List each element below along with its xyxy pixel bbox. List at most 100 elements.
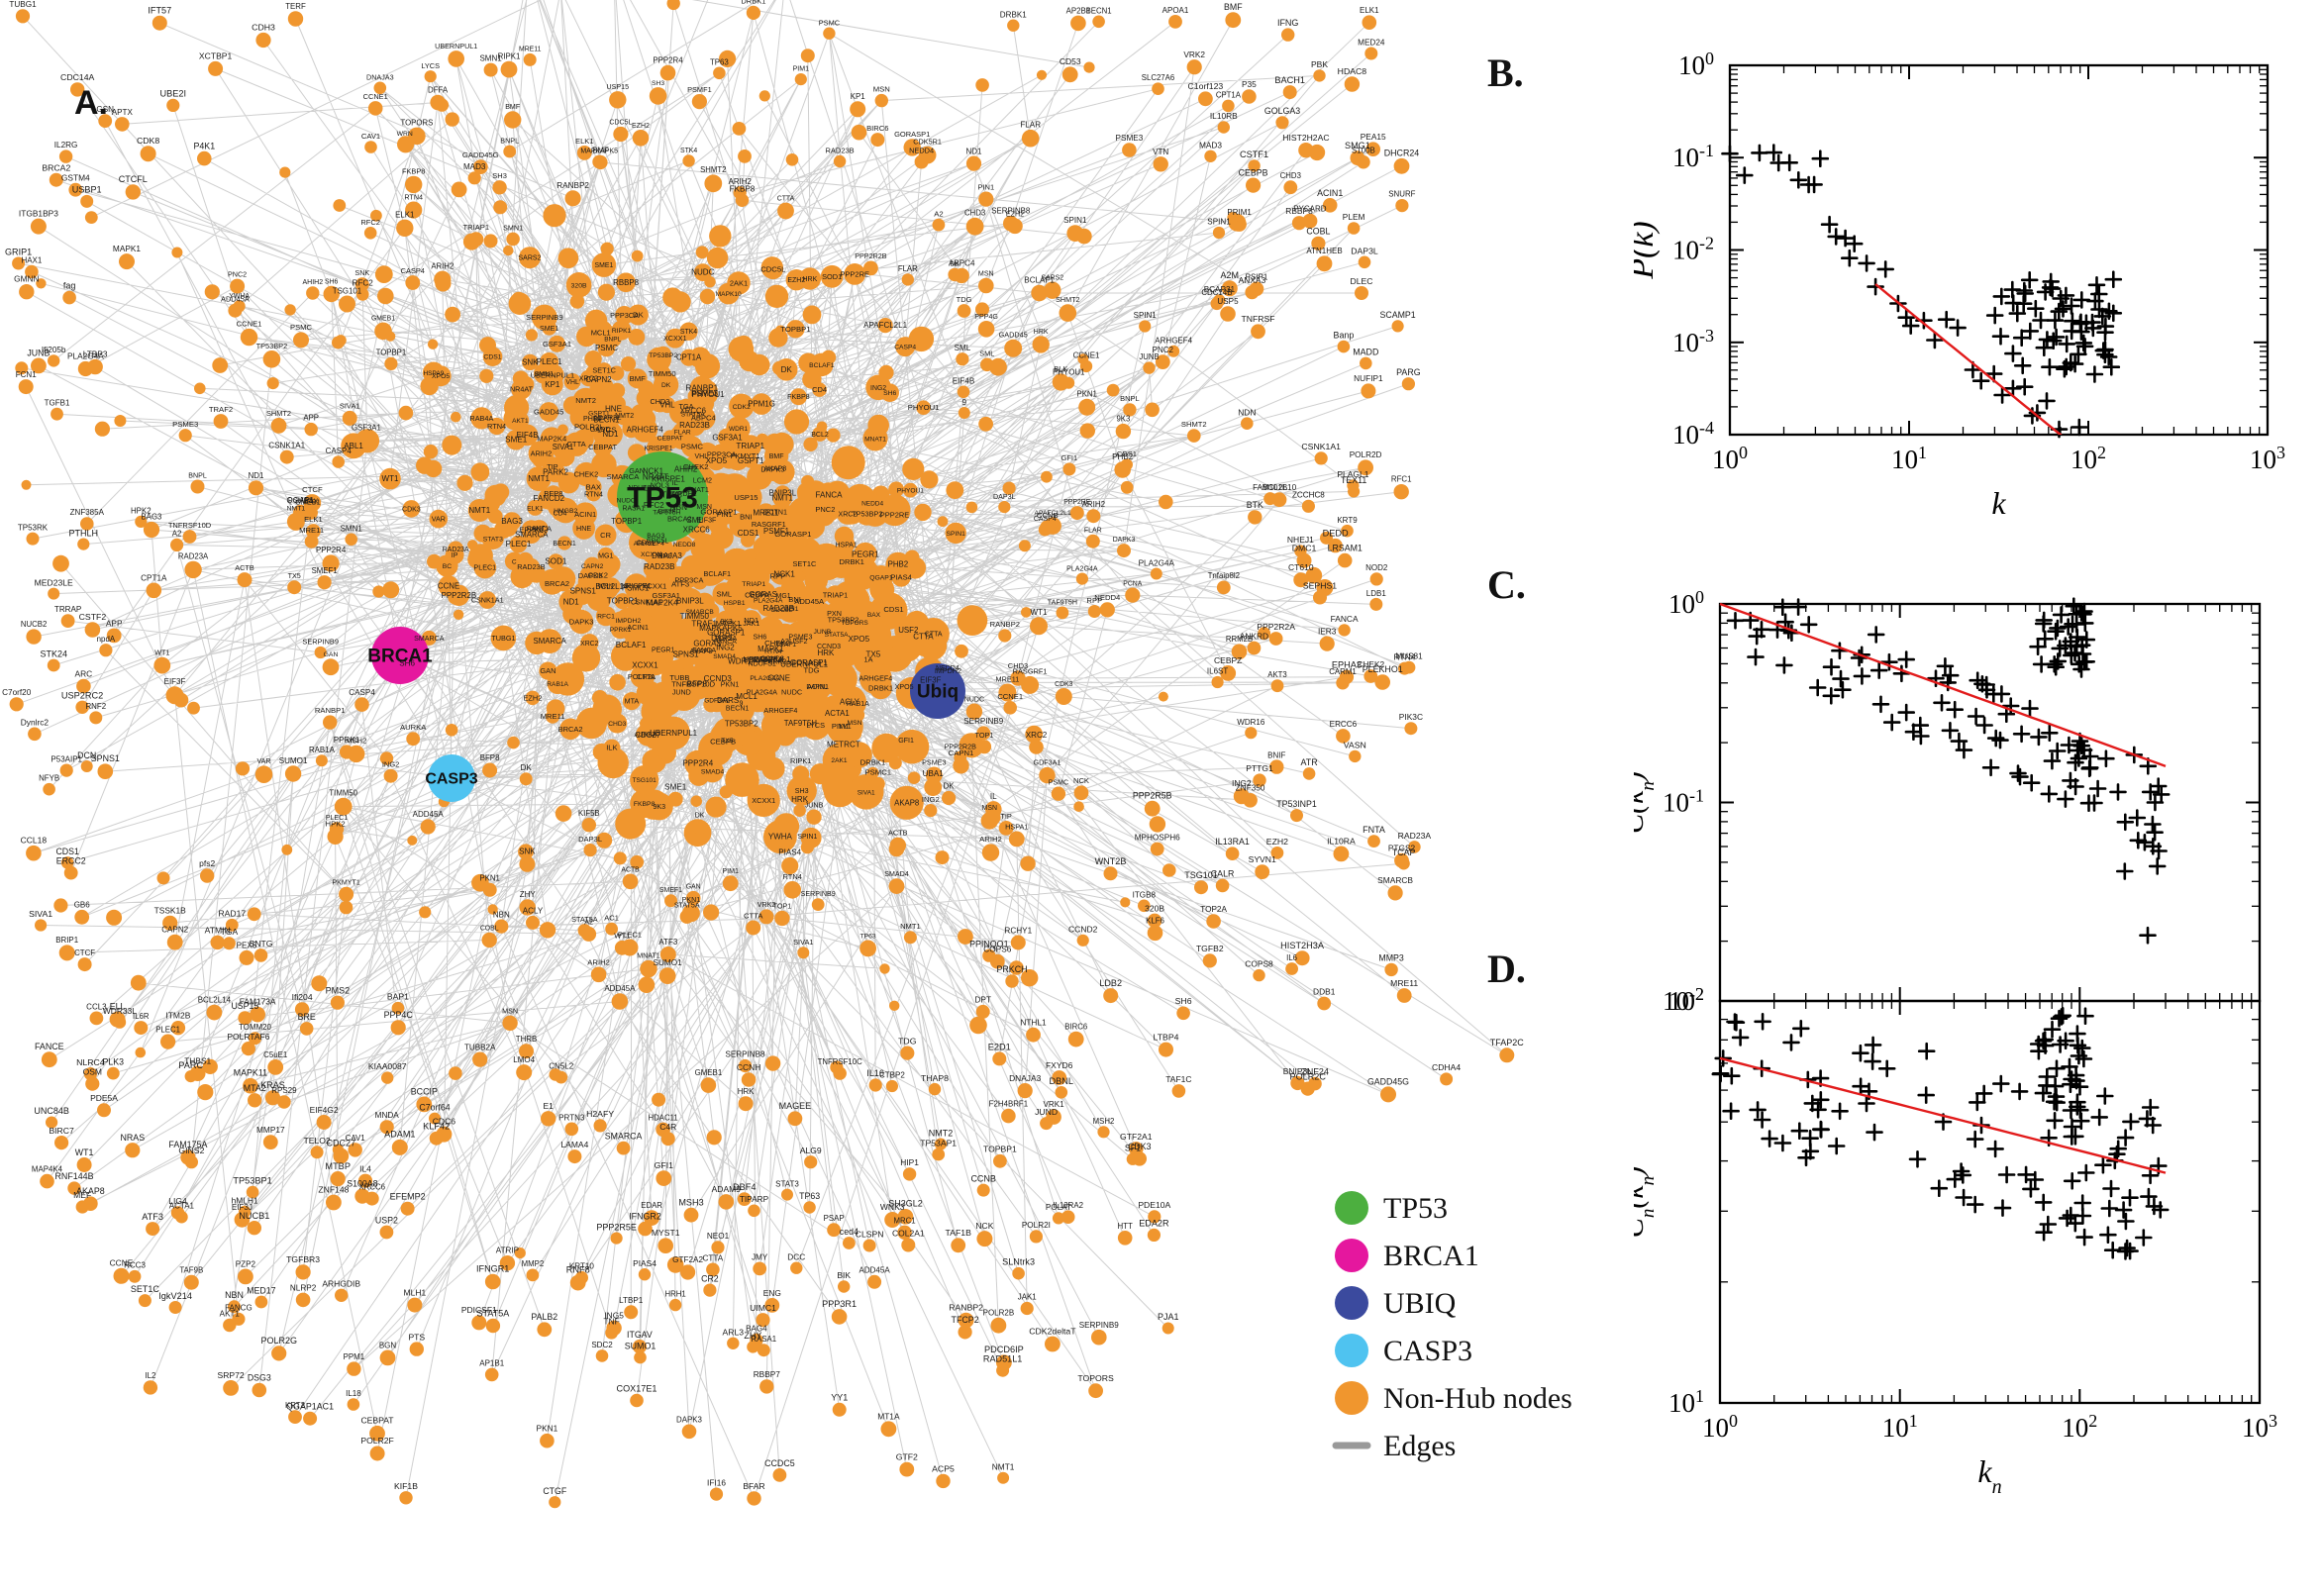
svg-text:SMARCB: SMARCB — [1377, 875, 1413, 885]
svg-text:ADAM1: ADAM1 — [384, 1130, 415, 1140]
svg-text:STK24: STK24 — [40, 648, 67, 658]
svg-text:SHMT2: SHMT2 — [1056, 295, 1079, 304]
svg-text:EIF4G2: EIF4G2 — [310, 1105, 339, 1115]
svg-text:103: 103 — [2242, 1411, 2277, 1443]
svg-text:CDS1: CDS1 — [637, 541, 656, 548]
svg-text:TP53BP2: TP53BP2 — [852, 509, 882, 518]
svg-text:ACTB: ACTB — [235, 563, 254, 572]
svg-text:WDR16: WDR16 — [1237, 718, 1265, 727]
svg-text:ITGB8: ITGB8 — [1133, 890, 1157, 899]
svg-text:IL6: IL6 — [1286, 953, 1297, 962]
svg-text:CTTA: CTTA — [777, 195, 795, 202]
svg-text:JUND: JUND — [1035, 1107, 1058, 1117]
svg-text:AKAP8: AKAP8 — [894, 798, 919, 807]
svg-text:SMN1: SMN1 — [535, 371, 555, 378]
svg-text:EDAR: EDAR — [641, 1201, 662, 1210]
svg-text:WT1: WT1 — [75, 1147, 94, 1157]
svg-text:RAD17: RAD17 — [218, 909, 246, 919]
svg-text:TOPORS: TOPORS — [841, 620, 868, 627]
svg-text:CCNE: CCNE — [768, 673, 790, 682]
svg-text:TGFB2: TGFB2 — [1196, 944, 1224, 953]
svg-text:RPP: RPP — [770, 571, 786, 580]
svg-text:RANBP1: RANBP1 — [315, 706, 346, 715]
svg-text:CCL18: CCL18 — [21, 836, 48, 846]
svg-text:IL10RA: IL10RA — [1327, 836, 1356, 846]
svg-text:CCNE1: CCNE1 — [1073, 351, 1100, 360]
svg-text:C7orf20: C7orf20 — [2, 688, 32, 697]
svg-text:XRC2: XRC2 — [1026, 731, 1048, 740]
svg-text:A2: A2 — [172, 530, 182, 539]
svg-text:AC1: AC1 — [604, 914, 619, 923]
svg-text:ELK1: ELK1 — [527, 505, 544, 512]
svg-text:PLA2G4A: PLA2G4A — [747, 689, 777, 696]
svg-text:PPP2R4: PPP2R4 — [316, 546, 347, 554]
svg-text:PALB2: PALB2 — [531, 1312, 557, 1322]
svg-text:BIRC7: BIRC7 — [49, 1126, 74, 1136]
svg-text:TIMM50: TIMM50 — [329, 789, 357, 798]
svg-text:CDHA4: CDHA4 — [1432, 1062, 1461, 1072]
svg-text:CSNK1A1: CSNK1A1 — [1301, 442, 1341, 451]
svg-text:GSF3A1: GSF3A1 — [543, 340, 571, 349]
svg-text:ERCC2: ERCC2 — [56, 856, 86, 866]
svg-text:CDS1: CDS1 — [738, 529, 759, 538]
svg-text:PHB2: PHB2 — [888, 560, 909, 569]
svg-text:PEX5: PEX5 — [237, 942, 257, 950]
svg-text:RTN4: RTN4 — [782, 872, 801, 881]
svg-text:MNDA: MNDA — [375, 1111, 400, 1120]
svg-text:ITM2B: ITM2B — [165, 1011, 190, 1021]
svg-text:SMN1: SMN1 — [479, 53, 502, 62]
svg-text:KIAA0087: KIAA0087 — [368, 1061, 407, 1071]
svg-text:CTTA: CTTA — [913, 632, 934, 641]
svg-text:LMO4: LMO4 — [513, 1055, 535, 1064]
svg-text:TDG: TDG — [957, 295, 972, 304]
svg-text:ND1: ND1 — [249, 471, 264, 480]
svg-text:ACP5: ACP5 — [932, 1464, 955, 1474]
svg-text:9K3: 9K3 — [1116, 415, 1130, 424]
svg-text:NLRC4: NLRC4 — [76, 1057, 105, 1067]
svg-text:TP63: TP63 — [710, 57, 729, 66]
svg-text:TIPARP: TIPARP — [740, 1194, 769, 1204]
svg-text:DAPK3: DAPK3 — [569, 618, 594, 627]
svg-text:CAPN2: CAPN2 — [161, 926, 188, 935]
svg-text:CTGF: CTGF — [543, 1486, 567, 1496]
svg-text:PLEKHO1: PLEKHO1 — [1363, 664, 1403, 674]
svg-text:UBIQ: UBIQ — [1383, 1287, 1457, 1320]
svg-text:STAT3: STAT3 — [775, 1179, 799, 1188]
svg-text:YY1: YY1 — [831, 1393, 848, 1403]
svg-text:IER3: IER3 — [1318, 626, 1337, 636]
svg-text:CHD3: CHD3 — [1008, 661, 1028, 670]
svg-text:STAT3: STAT3 — [483, 536, 503, 543]
svg-text:TOMM20: TOMM20 — [239, 1023, 271, 1032]
svg-text:TP53BP1: TP53BP1 — [233, 1176, 271, 1186]
svg-text:100: 100 — [1668, 587, 1704, 619]
svg-text:CHD3: CHD3 — [650, 397, 669, 406]
svg-text:CDK2deltaT: CDK2deltaT — [1029, 1326, 1076, 1336]
svg-text:TRIAP1: TRIAP1 — [742, 581, 765, 588]
svg-text:BNIP3L: BNIP3L — [769, 489, 797, 498]
svg-text:NMT1: NMT1 — [287, 506, 306, 513]
svg-text:C(kn): C(kn) — [1634, 771, 1659, 834]
svg-text:JAK1: JAK1 — [1018, 1293, 1037, 1302]
svg-text:PKMYT1: PKMYT1 — [332, 879, 359, 887]
svg-text:WT1: WT1 — [154, 648, 169, 657]
svg-text:CPT1A: CPT1A — [676, 353, 702, 362]
svg-text:TUBG1: TUBG1 — [491, 634, 515, 643]
svg-text:FLAR: FLAR — [898, 264, 918, 273]
svg-text:E2D1: E2D1 — [988, 1042, 1011, 1051]
svg-text:SUMO1: SUMO1 — [625, 1342, 656, 1351]
svg-text:RAD51L1: RAD51L1 — [983, 1354, 1022, 1364]
svg-text:PLEC1: PLEC1 — [473, 563, 496, 572]
svg-text:100: 100 — [1702, 1411, 1738, 1443]
svg-text:RAB1A: RAB1A — [547, 681, 568, 688]
svg-text:SH3: SH3 — [652, 80, 664, 87]
svg-text:PSMC: PSMC — [1049, 779, 1068, 786]
svg-text:MED23LE: MED23LE — [35, 577, 73, 587]
svg-text:SUMO1: SUMO1 — [279, 756, 308, 765]
svg-text:SERPINB9: SERPINB9 — [963, 717, 1004, 726]
svg-text:F2H4BRF1: F2H4BRF1 — [989, 1100, 1028, 1109]
svg-text:PHYOU1: PHYOU1 — [908, 403, 940, 412]
svg-text:FLAR: FLAR — [1020, 121, 1041, 130]
svg-text:TUBB2A: TUBB2A — [464, 1043, 496, 1051]
svg-text:Dynlrc2: Dynlrc2 — [21, 717, 50, 727]
svg-text:ACTB: ACTB — [621, 866, 640, 873]
